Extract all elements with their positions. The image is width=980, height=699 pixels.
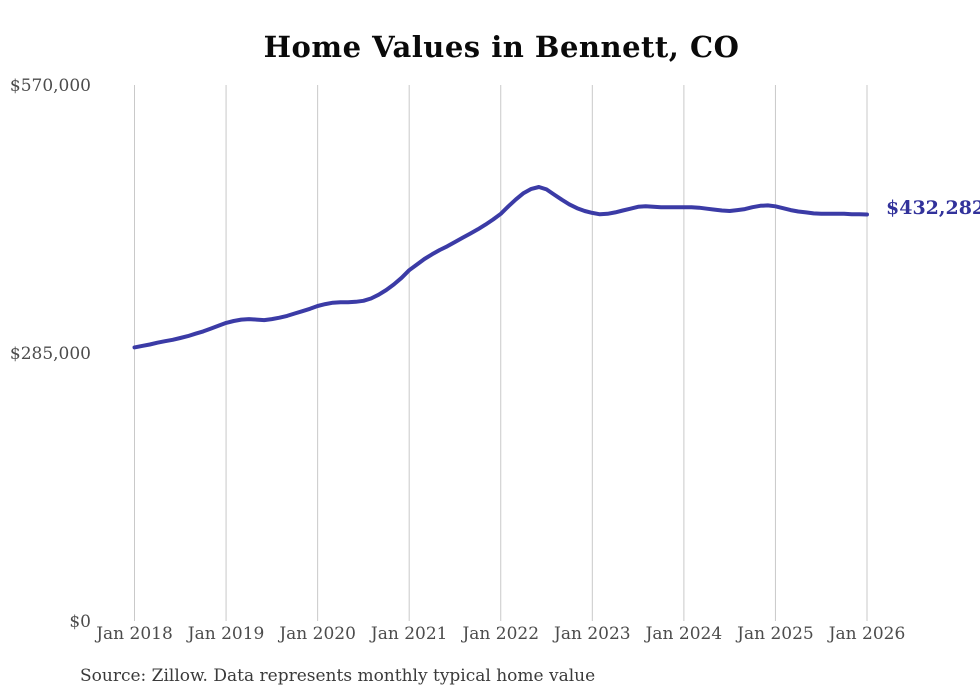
- x-tick-label: Jan 2025: [735, 624, 814, 644]
- x-tick-label: Jan 2020: [277, 624, 356, 644]
- y-tick-label: $0: [69, 612, 91, 632]
- x-tick-label: Jan 2023: [552, 624, 631, 644]
- x-tick-label: Jan 2022: [460, 624, 539, 644]
- x-tick-label: Jan 2024: [644, 624, 723, 644]
- y-tick-label: $285,000: [10, 344, 91, 364]
- y-tick-label: $570,000: [10, 76, 91, 96]
- home-value-line: [132, 185, 869, 350]
- chart-title: Home Values in Bennett, CO: [263, 30, 740, 64]
- x-tick-label: Jan 2018: [94, 624, 173, 644]
- x-tick-label: Jan 2021: [369, 624, 448, 644]
- x-tick-label: Jan 2026: [827, 624, 906, 644]
- latest-value-label: $432,282: [886, 197, 980, 219]
- source-note: Source: Zillow. Data represents monthly …: [80, 666, 596, 686]
- x-tick-label: Jan 2019: [186, 624, 265, 644]
